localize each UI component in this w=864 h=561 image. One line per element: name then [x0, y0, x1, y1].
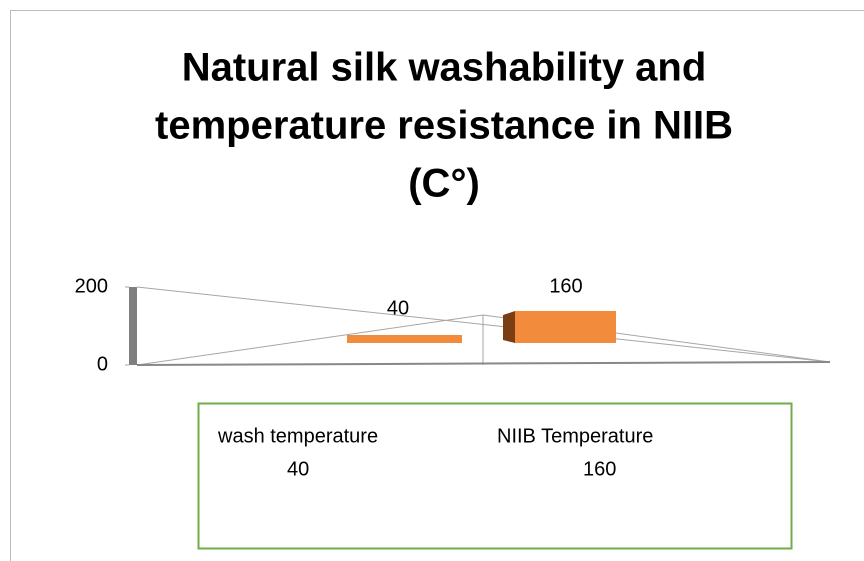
chart-border: [10, 10, 864, 561]
data-label: 40: [387, 297, 409, 319]
plot-frame: [129, 286, 831, 366]
table-value: 160: [583, 458, 616, 480]
table-value: 40: [287, 458, 309, 480]
bar-side: [503, 311, 515, 343]
chart-title: (C°): [408, 162, 480, 206]
data-table: [197, 402, 793, 550]
data-label: 160: [549, 275, 582, 297]
chart-title: Natural silk washability and: [182, 46, 707, 90]
y-tick-label: 200: [75, 275, 108, 297]
y-tick-label: 0: [97, 353, 108, 375]
bar: [515, 311, 616, 343]
table-category: wash temperature: [217, 425, 378, 447]
bar: [347, 335, 462, 343]
table-category: NIIB Temperature: [497, 425, 653, 447]
chart-title: temperature resistance in NIIB: [155, 104, 733, 148]
